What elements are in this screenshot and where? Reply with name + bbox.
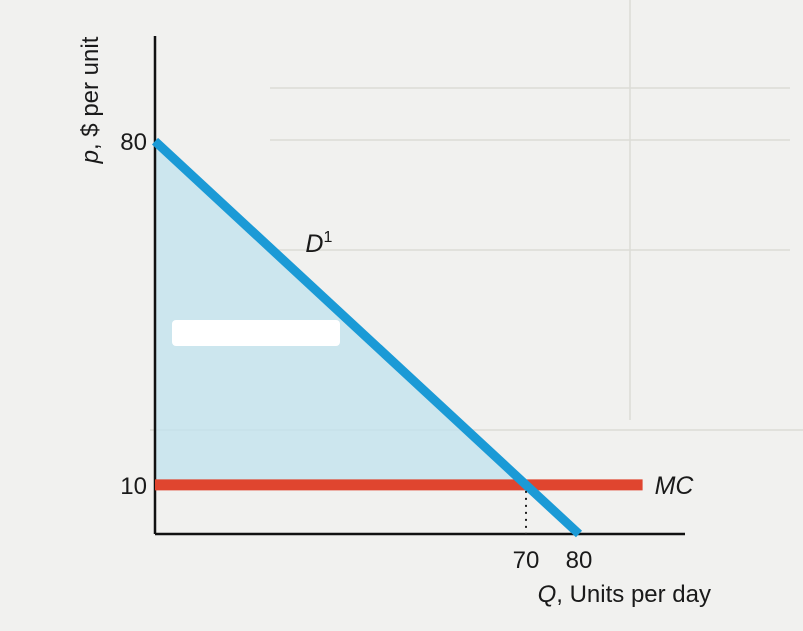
x-tick-label: 80 bbox=[566, 547, 593, 574]
y-axis-label-rest: , $ per unit bbox=[77, 36, 104, 150]
y-axis-variable: p bbox=[77, 150, 104, 164]
x-tick-label: 70 bbox=[513, 547, 540, 574]
demand-series-line bbox=[151, 137, 583, 538]
x-axis-variable: Q bbox=[538, 581, 557, 608]
y-axis-label: p, $ per unit bbox=[77, 36, 104, 164]
demand-curve-name: D bbox=[305, 230, 323, 258]
demand-curve-superscript: 1 bbox=[323, 229, 332, 246]
mc-curve-label: MC bbox=[655, 472, 695, 500]
y-tick-label: 10 bbox=[120, 473, 147, 500]
demand-curve-label: D1 bbox=[305, 229, 332, 258]
x-axis-label: Q, Units per day bbox=[538, 581, 711, 608]
y-tick-label: 80 bbox=[120, 129, 147, 156]
x-axis-label-rest: , Units per day bbox=[556, 581, 711, 608]
label-patch bbox=[172, 320, 340, 346]
